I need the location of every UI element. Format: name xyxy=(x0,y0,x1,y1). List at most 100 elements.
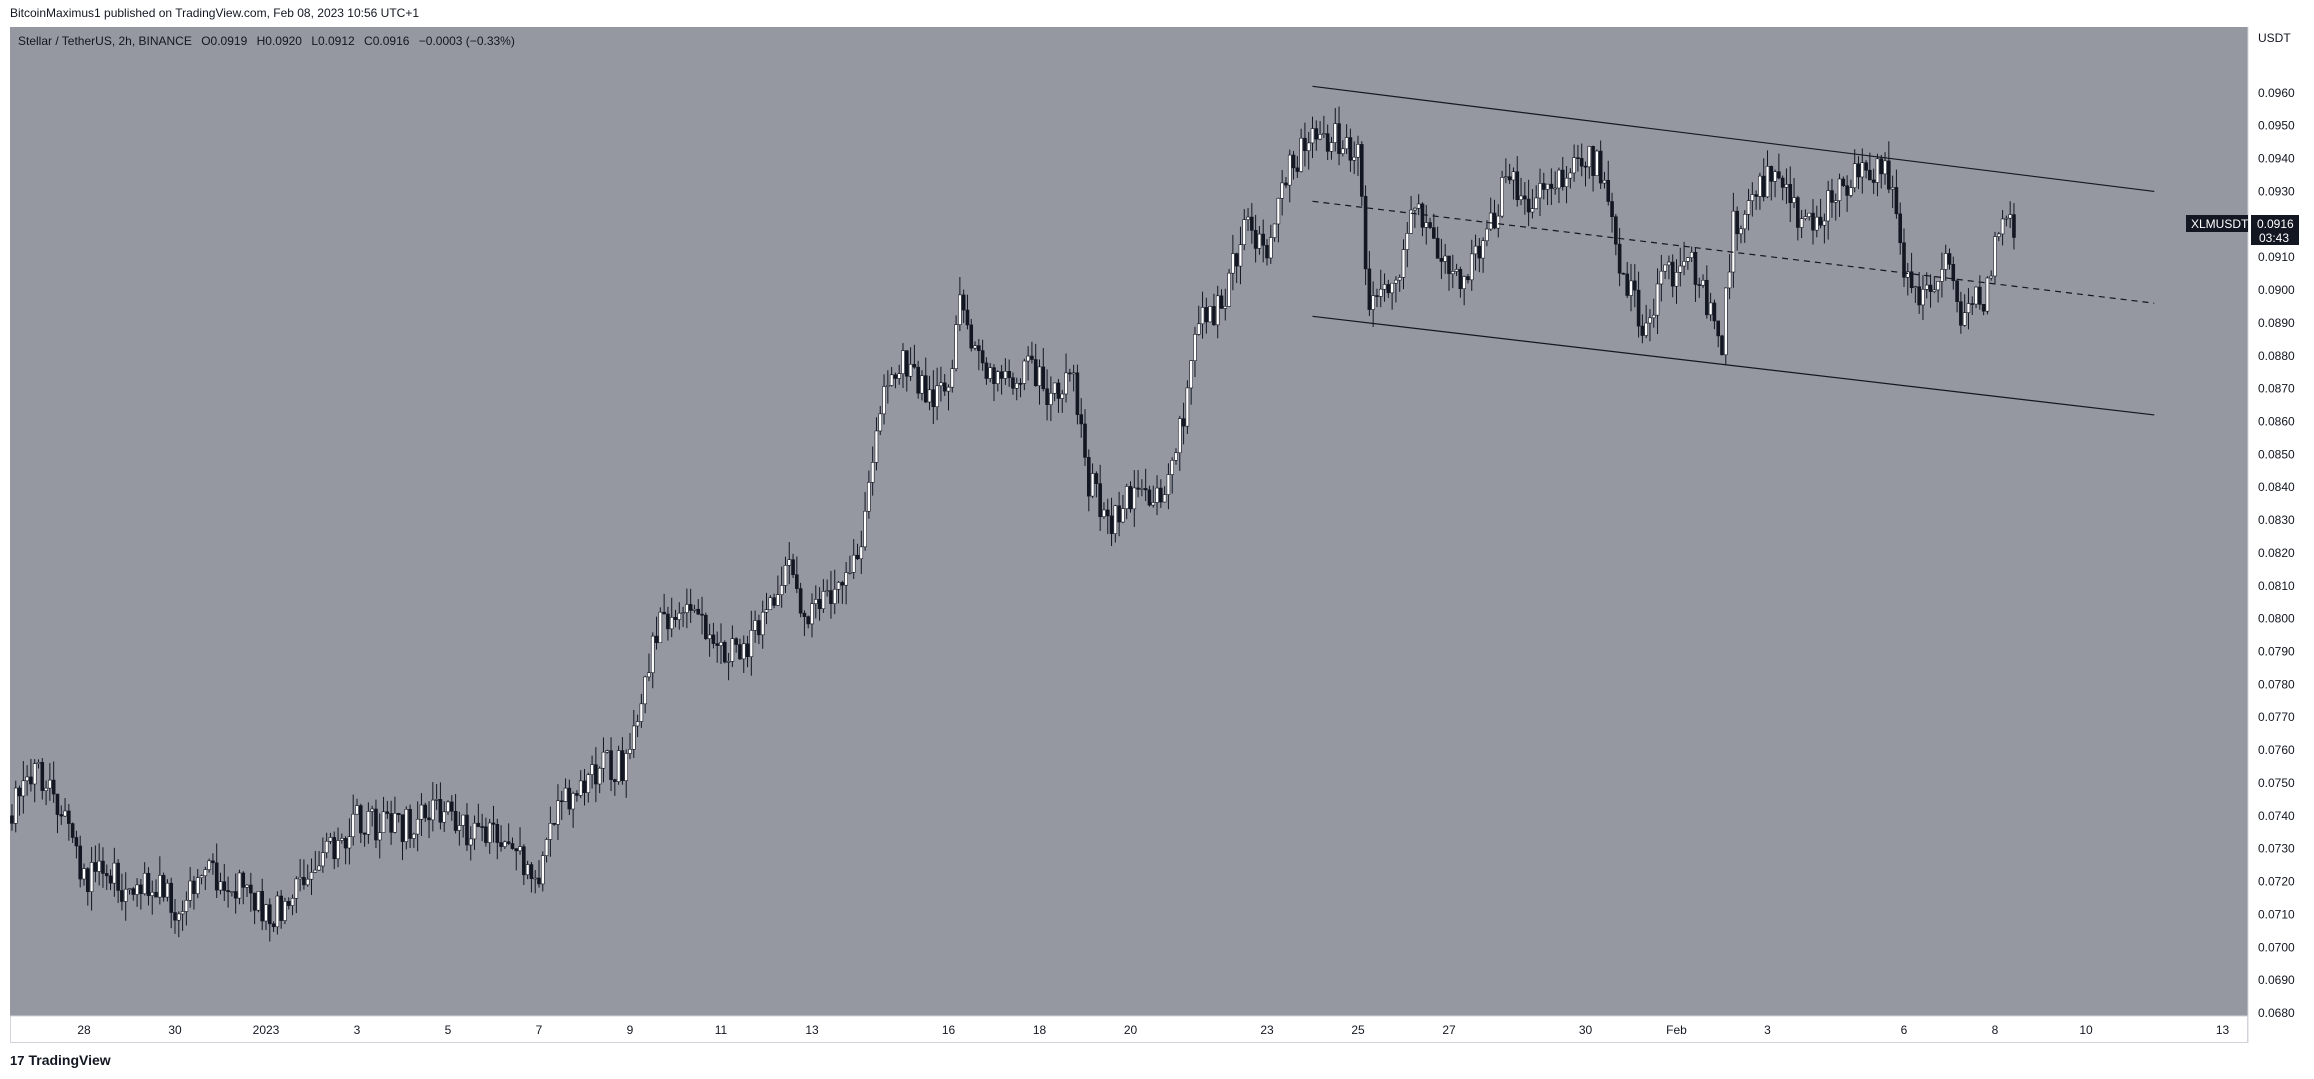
candle-body xyxy=(434,799,439,801)
candle xyxy=(89,847,94,911)
candle xyxy=(1098,464,1102,532)
channel-upper-line[interactable] xyxy=(1312,85,2155,193)
candle xyxy=(1951,256,1956,290)
candle-body xyxy=(1140,488,1144,490)
candle xyxy=(1648,309,1652,342)
candle-body xyxy=(1314,128,1319,140)
x-tick-label: 23 xyxy=(1260,1023,1274,1037)
candle xyxy=(1367,250,1372,317)
candle xyxy=(1045,369,1049,421)
candle-body xyxy=(495,824,500,843)
candle-body xyxy=(1534,197,1539,209)
candle xyxy=(2004,215,2009,227)
candle-body xyxy=(658,611,663,644)
candle xyxy=(40,757,45,800)
candle xyxy=(1833,193,1838,221)
candle xyxy=(1758,172,1762,210)
candle xyxy=(400,814,405,861)
candle-body xyxy=(1560,169,1565,188)
candle-body xyxy=(1166,474,1171,495)
channel-lower-line[interactable] xyxy=(1312,315,2155,416)
candle xyxy=(1128,481,1133,513)
candle-body xyxy=(836,582,841,590)
candle-body xyxy=(1094,473,1099,484)
candle-body xyxy=(1117,505,1121,523)
candle xyxy=(104,864,109,890)
x-tick-label: Feb xyxy=(1666,1023,1687,1037)
candle xyxy=(624,749,629,798)
candle-body xyxy=(597,767,602,785)
candle xyxy=(1049,376,1053,422)
candle xyxy=(1614,214,1618,256)
candle-body xyxy=(116,862,120,891)
tradingview-logo[interactable]: 17 TradingView xyxy=(10,1052,111,1068)
candle xyxy=(1515,156,1520,207)
candle xyxy=(1428,217,1432,230)
candle xyxy=(199,874,204,885)
candle-body xyxy=(1378,288,1383,297)
candle xyxy=(59,805,64,825)
candle-body xyxy=(1659,270,1664,285)
candle-body xyxy=(74,837,79,847)
candle xyxy=(1610,192,1614,233)
candle-body xyxy=(1606,179,1611,202)
candle-body xyxy=(1579,158,1584,167)
candle xyxy=(559,790,564,820)
candle-body xyxy=(1773,171,1777,182)
candle-body xyxy=(1913,286,1918,289)
candle-body xyxy=(1033,359,1038,387)
channel-middle-line[interactable] xyxy=(1312,200,2155,304)
candle xyxy=(1519,177,1523,206)
candle xyxy=(707,623,712,657)
candle-body xyxy=(51,779,56,795)
candle xyxy=(1329,136,1334,160)
candle-body xyxy=(1306,142,1311,152)
candle xyxy=(2012,203,2016,250)
candle-body xyxy=(1515,171,1520,201)
candle-body xyxy=(897,373,902,379)
candle-body xyxy=(1614,216,1618,245)
candle xyxy=(1181,402,1186,445)
candle xyxy=(1109,497,1114,547)
candle-body xyxy=(961,294,966,311)
candle-body xyxy=(1940,269,1944,282)
candle xyxy=(1890,175,1895,209)
candle xyxy=(389,800,393,845)
candle-body xyxy=(1883,160,1887,175)
candle-body xyxy=(419,804,424,820)
candle xyxy=(1924,272,1929,299)
candle-body xyxy=(286,901,291,906)
candle-body xyxy=(1356,144,1360,158)
candle xyxy=(1769,165,1774,201)
candle xyxy=(1545,183,1550,206)
candle-body xyxy=(556,800,560,825)
plot-area[interactable] xyxy=(10,27,2248,1016)
candle xyxy=(1382,273,1387,302)
candle xyxy=(863,491,867,551)
candle xyxy=(302,859,306,890)
candle-body xyxy=(48,779,52,789)
candle-body xyxy=(1450,271,1455,275)
candle xyxy=(1538,168,1542,216)
candle-body xyxy=(1796,197,1800,228)
candle xyxy=(874,417,879,471)
candle-body xyxy=(601,751,606,769)
candle xyxy=(1469,239,1474,291)
candle-body xyxy=(613,779,617,782)
candle-body xyxy=(154,891,158,898)
candle xyxy=(908,347,913,381)
candle xyxy=(688,588,693,623)
candle-body xyxy=(1697,284,1702,286)
candle-body xyxy=(529,864,534,879)
candle xyxy=(529,862,534,893)
candle-body xyxy=(343,838,348,849)
candle-body xyxy=(1064,372,1068,395)
candle-body xyxy=(1860,162,1865,178)
candle xyxy=(1996,231,2001,242)
candle xyxy=(176,911,181,938)
candle-body xyxy=(1208,306,1212,323)
candle xyxy=(1678,247,1683,287)
candle-body xyxy=(1663,264,1667,272)
candle-body xyxy=(1181,418,1186,427)
